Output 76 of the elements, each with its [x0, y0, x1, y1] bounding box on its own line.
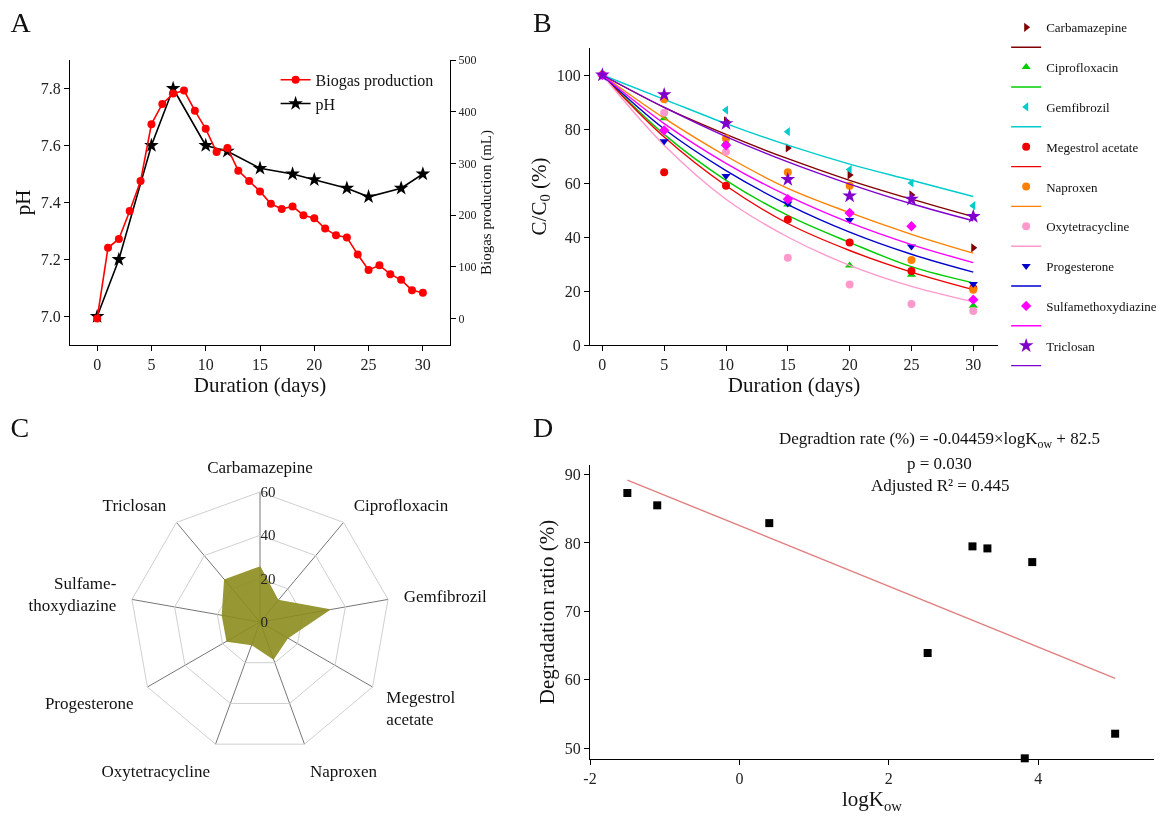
y-axis-title: pH	[10, 189, 35, 216]
x-axis-title: Duration (days)	[727, 373, 861, 398]
y2-tick-label: 400	[458, 104, 477, 119]
y-tick-label: 7.4	[40, 194, 61, 212]
spoke-label: Progesterone	[44, 693, 134, 713]
spoke-label: Oxytetracycline	[101, 762, 211, 782]
spoke-label: Ciprofloxacin	[353, 496, 449, 516]
spoke-label: Naproxen	[309, 762, 378, 782]
y-tick-label: 70	[564, 602, 581, 620]
x-tick-label: 15	[252, 356, 268, 374]
y2-tick-label: 200	[458, 208, 477, 223]
y-tick-label: 0	[572, 336, 581, 354]
y2-axis-title: Biogas production (mL)	[477, 130, 495, 275]
legend-label: Biogas production	[315, 71, 434, 90]
chart-title: B	[533, 6, 552, 38]
x-tick-label: 25	[903, 356, 920, 374]
y-tick-label: 50	[564, 739, 581, 757]
x-tick-label: 20	[306, 356, 323, 374]
x-tick-label: 2	[884, 770, 893, 788]
legend-label: Progesterone	[1046, 259, 1115, 275]
annotation: Adjusted R² = 0.445	[871, 476, 1010, 495]
y-tick-label: 60	[564, 671, 581, 689]
legend-label: Sulfamethoxydiazine	[1046, 298, 1157, 314]
y-tick-label: 7.6	[40, 137, 61, 155]
y-tick-label: 40	[564, 228, 581, 246]
x-tick-label: 4	[1034, 770, 1043, 788]
x-tick-label: 30	[965, 356, 982, 374]
legend-label: pH	[315, 95, 336, 114]
legend-label: Naproxen	[1046, 179, 1098, 195]
y-tick-label: 60	[564, 174, 581, 192]
y-tick-label: 40	[260, 527, 276, 544]
y2-tick-label: 300	[458, 156, 477, 171]
legend-label: Ciprofloxacin	[1046, 60, 1119, 76]
spoke-label: Sulfame- thoxydiazine	[28, 573, 117, 616]
x-axis-title: logK$_{ow}$	[842, 787, 903, 814]
y-tick-label: 80	[564, 534, 581, 552]
y2-tick-label: 0	[458, 311, 465, 326]
y-tick-label: 80	[564, 120, 581, 138]
legend-label: Gemfibrozil	[1046, 99, 1111, 115]
chart-title: A	[10, 6, 32, 38]
y-tick-label: 20	[564, 282, 581, 300]
y-axis-title: Degradation ratio (%)	[534, 519, 559, 705]
y2-tick-label: 500	[458, 53, 477, 68]
y-tick-label: 7.0	[40, 308, 61, 326]
x-tick-label: 25	[360, 356, 377, 374]
x-tick-label: 5	[660, 356, 669, 374]
chart-title: D	[533, 412, 554, 444]
x-tick-label: 15	[779, 356, 796, 374]
legend-label: Triclosan	[1046, 338, 1096, 354]
x-tick-label: 0	[93, 356, 102, 374]
y-tick-label: 60	[260, 483, 276, 500]
spoke-label: Megestrol acetate	[386, 688, 456, 730]
spoke-label: Carbamazepine	[207, 457, 313, 477]
y-tick-label: 90	[564, 466, 581, 484]
x-tick-label: 0	[598, 356, 607, 374]
chart-title: C	[10, 412, 30, 444]
x-tick-label: 10	[197, 356, 214, 374]
text: Degradtion rate (%) = -0.04459×logK$_{ow}$ + 82.5	[779, 429, 1100, 451]
y2-tick-label: 100	[458, 260, 477, 275]
x-axis-title: Duration (days)	[193, 373, 327, 398]
x-tick-label: 10	[718, 356, 734, 374]
legend-label: Megestrol acetate	[1046, 139, 1139, 155]
x-tick-label: 30	[414, 356, 431, 374]
x-tick-label: 20	[841, 356, 858, 374]
y-tick-label: 7.8	[40, 80, 61, 98]
annotation: p = 0.030	[907, 454, 972, 473]
x-tick-label: 0	[735, 770, 744, 788]
legend-label: Oxytetracycline	[1046, 219, 1130, 235]
y-tick-label: 0	[260, 613, 268, 630]
x-tick-label: -2	[583, 770, 597, 788]
x-tick-label: 5	[147, 356, 156, 374]
y-tick-label: 7.2	[40, 251, 61, 269]
y-tick-label: 100	[556, 66, 581, 84]
legend-label: Carbamazepine	[1046, 20, 1128, 36]
spoke-label: Gemfibrozil	[403, 586, 488, 606]
spoke-label: Triclosan	[102, 496, 167, 516]
